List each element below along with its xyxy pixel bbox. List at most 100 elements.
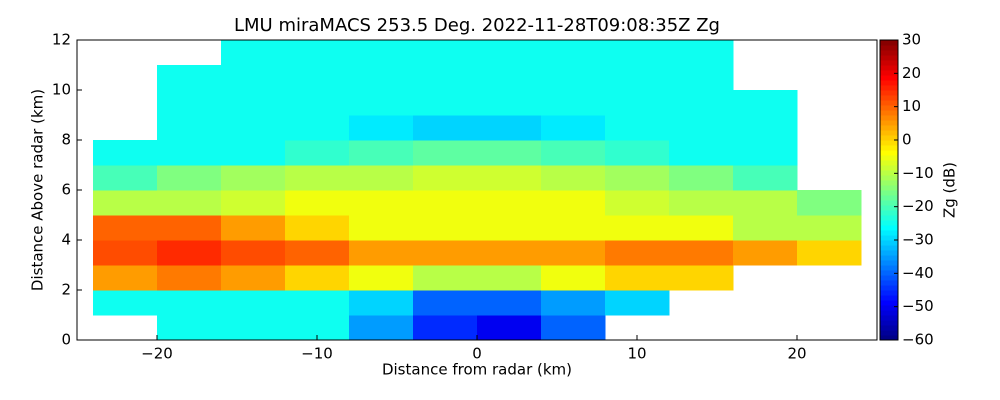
heatmap-cell [541,140,606,166]
heatmap-cell [477,65,542,91]
colorbar-step [880,40,898,46]
x-tick-label: 10 [627,345,646,363]
heatmap-cell [669,140,734,166]
heatmap-cell [733,115,798,141]
x-tick-label: −10 [301,345,333,363]
colorbar-step [880,75,898,81]
colorbar-tick-label: −60 [902,331,934,349]
colorbar-step [880,220,898,226]
heatmap-cell [541,190,606,216]
x-axis-label: Distance from radar (km) [382,361,572,379]
heatmap-cell [285,90,350,116]
heatmap-cell [669,90,734,116]
colorbar-step [880,290,898,296]
heatmap-cell [285,190,350,216]
heatmap-cell [669,190,734,216]
colorbar-step [880,325,898,331]
heatmap-cell [413,90,478,116]
heatmap-cell [477,140,542,166]
colorbar-step [880,100,898,106]
colorbar-step [880,90,898,96]
colorbar-step [880,145,898,151]
heatmap-cell [541,165,606,191]
heatmap-cell [733,240,798,266]
colorbar-step [880,180,898,186]
heatmap-cell [93,215,158,241]
colorbar-step [880,155,898,161]
heatmap-cell [349,140,414,166]
heatmap-cell [477,290,542,316]
y-tick-label: 6 [61,181,71,199]
heatmap-cell [285,65,350,91]
heatmap-cell [605,90,670,116]
heatmap-cell [733,190,798,216]
heatmap-cell [477,265,542,291]
colorbar-step [880,85,898,91]
heatmap-cell [285,240,350,266]
heatmap-cell [669,215,734,241]
heatmap-cell [93,290,158,316]
heatmap-cell [413,290,478,316]
heatmap-cell [413,115,478,141]
heatmap-cell [477,165,542,191]
colorbar-step [880,150,898,156]
colorbar-step [880,50,898,56]
heatmap-cell [157,165,222,191]
colorbar-step [880,230,898,236]
colorbar-step [880,225,898,231]
heatmap-cell [93,140,158,166]
colorbar-step [880,115,898,121]
colorbar-tick-label: 30 [902,31,921,49]
heatmap-cell [413,140,478,166]
y-tick-label: 12 [52,31,71,49]
heatmap-cell [349,265,414,291]
heatmap-cell [477,40,542,66]
colorbar-step [880,195,898,201]
heatmap-cell [797,240,862,266]
colorbar-step [880,45,898,51]
heatmap-cell [413,65,478,91]
heatmap-cell [605,165,670,191]
colorbar-step [880,330,898,336]
colorbar-step [880,315,898,321]
heatmap-cell [221,215,286,241]
heatmap-cell [285,140,350,166]
heatmap-cell [477,315,542,341]
colorbar-step [880,80,898,86]
colorbar-step [880,300,898,306]
heatmap-cell [413,240,478,266]
y-tick-label: 10 [52,81,71,99]
colorbar-step [880,65,898,71]
heatmap-cell [221,265,286,291]
colorbar-step [880,190,898,196]
heatmap-cell [349,115,414,141]
colorbar-step [880,295,898,301]
colorbar-step [880,170,898,176]
heatmap-cell [605,115,670,141]
heatmap-cell [413,215,478,241]
colorbar-step [880,265,898,271]
heatmap-cell [93,265,158,291]
heatmap-cell [541,40,606,66]
colorbar-step [880,70,898,76]
colorbar-step [880,310,898,316]
heatmap-cell [605,290,670,316]
heatmap-cell [733,165,798,191]
colorbar-step [880,275,898,281]
colorbar-step [880,95,898,101]
colorbar-step [880,335,898,341]
colorbar-step [880,140,898,146]
colorbar-step [880,240,898,246]
heatmap-cell [605,190,670,216]
heatmap-cell [669,115,734,141]
heatmap-cell [157,315,222,341]
x-tick-label: 0 [472,345,482,363]
heatmap-cell [477,240,542,266]
colorbar-step [880,55,898,61]
heatmap-cell [669,165,734,191]
heatmap-cell [669,65,734,91]
heatmap-cell [349,90,414,116]
colorbar-step [880,135,898,141]
heatmap-cell [221,190,286,216]
